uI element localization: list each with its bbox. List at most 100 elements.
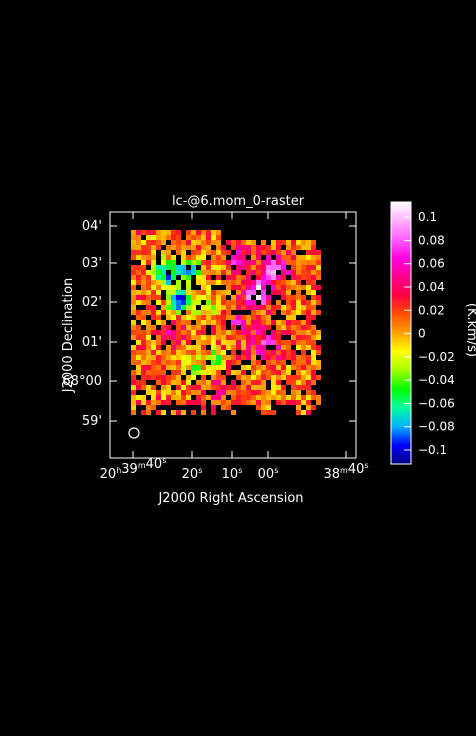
raster-pixel [256,310,261,315]
raster-pixel [131,350,136,355]
raster-pixel [231,355,236,360]
raster-pixel [146,270,151,275]
raster-pixel [171,370,176,375]
raster-pixel [221,330,226,335]
raster-pixel [311,260,316,265]
raster-pixel [166,275,171,280]
raster-pixel [196,280,201,285]
raster-pixel [201,290,206,295]
raster-pixel [231,400,236,405]
raster-pixel [181,380,186,385]
raster-pixel [221,395,226,400]
raster-pixel [311,390,316,395]
raster-pixel [256,380,261,385]
raster-pixel [176,290,181,295]
raster-pixel [141,280,146,285]
raster-pixel [211,340,216,345]
raster-pixel [311,395,316,400]
y-tick-label: 59' [82,414,102,429]
raster-pixel [311,355,316,360]
raster-pixel [306,355,311,360]
raster-pixel [191,235,196,240]
raster-pixel [246,390,251,395]
raster-pixel [211,320,216,325]
raster-pixel [271,290,276,295]
raster-pixel [201,365,206,370]
raster-pixel [236,285,241,290]
raster-pixel [256,340,261,345]
raster-pixel [211,325,216,330]
raster-pixel [221,365,226,370]
raster-pixel [206,305,211,310]
raster-pixel [301,310,306,315]
raster-pixel [181,270,186,275]
raster-pixel [156,400,161,405]
raster-pixel [171,275,176,280]
raster-pixel [171,290,176,295]
raster-pixel [301,265,306,270]
raster-pixel [271,310,276,315]
raster-pixel [246,365,251,370]
raster-pixel [196,290,201,295]
raster-pixel [281,350,286,355]
raster-pixel [301,345,306,350]
raster-pixel [306,405,311,410]
raster-pixel [306,275,311,280]
raster-pixel [181,245,186,250]
raster-pixel [306,370,311,375]
raster-pixel [216,240,221,245]
raster-pixel [261,400,266,405]
raster-pixel [236,265,241,270]
raster-pixel [206,245,211,250]
raster-pixel [211,295,216,300]
raster-pixel [231,305,236,310]
raster-pixel [141,370,146,375]
raster-pixel [181,330,186,335]
raster-pixel [236,300,241,305]
raster-pixel [161,230,166,235]
raster-pixel [151,330,156,335]
raster-pixel [251,325,256,330]
raster-pixel [206,340,211,345]
raster-pixel [236,340,241,345]
raster-pixel [296,285,301,290]
raster-pixel [291,255,296,260]
raster-pixel [186,380,191,385]
raster-pixel [141,250,146,255]
raster-pixel [176,250,181,255]
raster-pixel [296,240,301,245]
raster-pixel [201,395,206,400]
raster-pixel [216,380,221,385]
raster-pixel [281,395,286,400]
raster-pixel [286,375,291,380]
raster-pixel [176,340,181,345]
raster-pixel [266,325,271,330]
raster-pixel [246,305,251,310]
raster-pixel [231,345,236,350]
raster-pixel [301,330,306,335]
raster-pixel [151,395,156,400]
raster-pixel [156,235,161,240]
raster-pixel [196,260,201,265]
raster-pixel [131,405,136,410]
raster-pixel [261,370,266,375]
raster-pixel [146,350,151,355]
raster-pixel [306,290,311,295]
raster-pixel [146,325,151,330]
raster-pixel [161,250,166,255]
raster-pixel [196,325,201,330]
raster-pixel [256,385,261,390]
raster-pixel [136,265,141,270]
raster-pixel [271,280,276,285]
raster-pixel [181,390,186,395]
raster-pixel [176,320,181,325]
raster-pixel [161,330,166,335]
raster-pixel [296,360,301,365]
raster-pixel [151,325,156,330]
raster-pixel [176,385,181,390]
raster-pixel [141,340,146,345]
raster-pixel [136,400,141,405]
raster-pixel [186,390,191,395]
raster-pixel [291,350,296,355]
raster-pixel [151,345,156,350]
